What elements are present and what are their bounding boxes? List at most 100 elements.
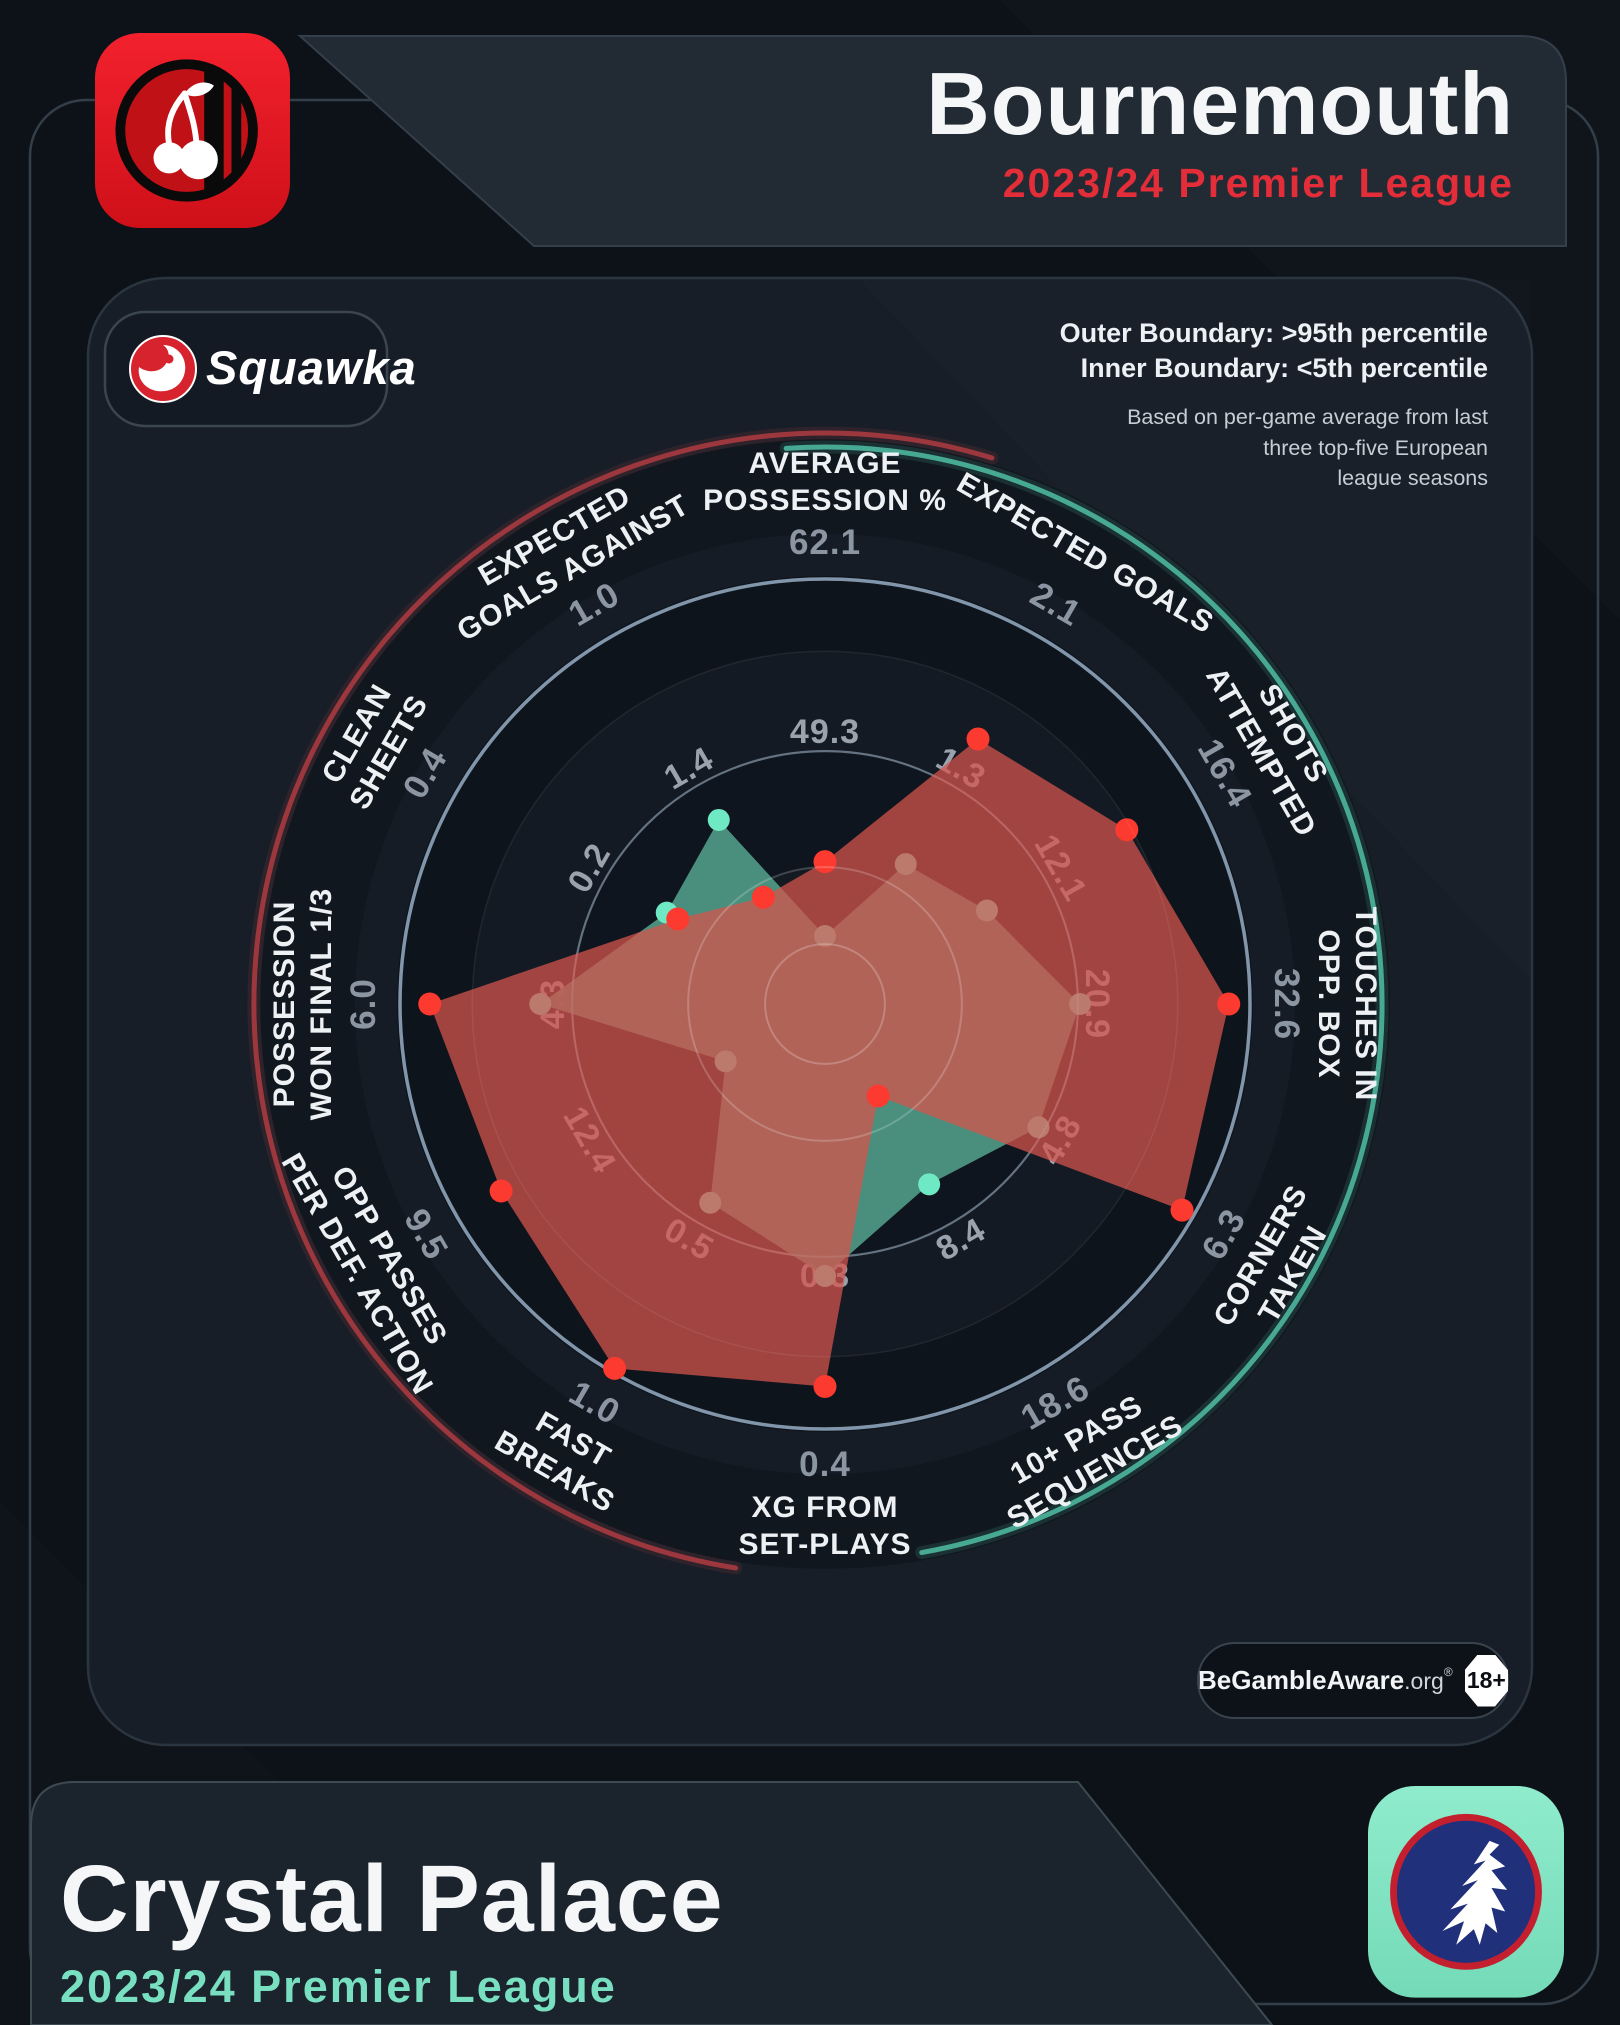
- axis-name-label: 10+ PASSSEQUENCES: [983, 1376, 1189, 1535]
- eagle-icon: [1442, 1840, 1508, 1945]
- age-18-badge: 18+: [1464, 1654, 1508, 1707]
- radar-band: [260, 439, 1390, 1569]
- red-team-arc: [251, 430, 995, 1571]
- axis-name-label: CLEANSHEETS: [311, 671, 435, 815]
- inner-value-label: 4.8: [1032, 1109, 1090, 1172]
- outer-value-label: 6.3: [1194, 1202, 1254, 1266]
- bournemouth-dot: [1217, 993, 1240, 1015]
- outer-value-label: 1.0: [562, 574, 626, 634]
- bournemouth-dot: [490, 1180, 513, 1202]
- radar-band: [472, 651, 1178, 1357]
- axis-name-label: XG FROM SET-PLAYS: [739, 1491, 912, 1561]
- grid-circle: [571, 750, 1079, 1258]
- bournemouth-dot-top: [813, 850, 837, 874]
- inner-value-label: 8.4: [930, 1211, 993, 1269]
- inner-value-label: 1.4: [658, 739, 721, 797]
- basis-note: Based on per-game average from last thre…: [1127, 405, 1488, 491]
- bournemouth-dot: [752, 886, 775, 909]
- axis-name-label: EXPECTEDGOALS AGAINST: [433, 456, 695, 648]
- outer-boundary-note: Outer Boundary: >95th percentile: [1059, 318, 1488, 348]
- axis-name-label: FASTBREAKS: [489, 1392, 639, 1519]
- crystal-palace-dot: [699, 1191, 722, 1214]
- bournemouth-dot: [1171, 1199, 1194, 1222]
- bournemouth-dot: [666, 908, 689, 930]
- inner-boundary-note: Inner Boundary: <5th percentile: [1080, 352, 1488, 383]
- bournemouth-dot-top: [751, 885, 775, 909]
- bournemouth-dot: [967, 727, 989, 750]
- team-a-season: 2023/24 Premier League: [1002, 160, 1514, 207]
- radar-band: [765, 944, 885, 1064]
- grid-circle: [687, 866, 963, 1142]
- crystal-palace-dot: [918, 1173, 941, 1196]
- outer-value-label: 6.0: [344, 978, 383, 1030]
- bournemouth-dot-top: [489, 1179, 513, 1203]
- axis-name-label: SHOTSATTEMPTED: [1199, 643, 1355, 843]
- inner-value-label: 49.3: [790, 713, 860, 751]
- outer-value-label: 62.1: [789, 523, 861, 562]
- bournemouth-dot-top: [666, 907, 690, 931]
- bournemouth-dot: [867, 1085, 890, 1108]
- axis-name-label: AVERAGE POSSESSION %: [703, 447, 947, 517]
- radar-band: [354, 533, 1296, 1475]
- crystal-palace-dot: [714, 1050, 737, 1073]
- bournemouth-club-icon: [95, 33, 290, 228]
- bournemouth-dot: [814, 1375, 836, 1398]
- team-a-title: Bournemouth: [926, 54, 1514, 153]
- crystal-palace-dot: [975, 899, 998, 922]
- inner-value-label: 12.4: [555, 1100, 623, 1180]
- outer-boundary-ring: [398, 577, 1252, 1431]
- squawka-wordmark: Squawka: [206, 341, 417, 394]
- grid-circle: [471, 650, 1179, 1358]
- bournemouth-dot-top: [1217, 992, 1241, 1016]
- boundary-notes: Outer Boundary: >95th percentile Inner B…: [1060, 316, 1488, 494]
- inner-value-label: 0.3: [800, 1257, 850, 1295]
- outer-value-label: 18.6: [1014, 1368, 1096, 1438]
- axis-name-label: POSSESSION WON FINAL 1/3: [268, 888, 338, 1120]
- outer-value-label: 0.4: [799, 1445, 851, 1484]
- crystal-palace-dot: [707, 808, 730, 831]
- outer-value-label: 1.0: [563, 1373, 627, 1433]
- inner-value-label: 1.3: [930, 739, 993, 797]
- bournemouth-dot-top: [1170, 1198, 1194, 1222]
- bournemouth-dot-top: [866, 1084, 890, 1108]
- bournemouth-dot-top: [813, 1375, 837, 1398]
- header: Bournemouth 2023/24 Premier League: [926, 54, 1514, 207]
- radar-band: [397, 576, 1253, 1432]
- percentile-radar-chart: 49.3 1.3 12.1 20.9 4.8 8.4 0.3 0.5 12.4 4.3 0.2 1.4…: [247, 426, 1390, 1575]
- team-b-title: Crystal Palace: [60, 1846, 724, 1952]
- radar-card: [86, 276, 1534, 1747]
- crystal-palace-dot: [1069, 993, 1091, 1015]
- inner-value-label: 0.5: [658, 1211, 721, 1269]
- teal-team-arc: [783, 444, 1385, 1556]
- outer-value-label: 32.6: [1267, 968, 1306, 1040]
- bournemouth-dot: [1115, 818, 1138, 841]
- crystal-palace-dot: [1027, 1116, 1050, 1139]
- axis-name-label: TOUCHES INOPP. BOX: [1312, 907, 1382, 1101]
- inner-value-label: 12.1: [1027, 828, 1095, 908]
- grid-circle: [764, 943, 886, 1065]
- begambleaware: BeGambleAware.org® 18+: [1198, 1643, 1508, 1718]
- outer-value-label: 2.1: [1024, 574, 1088, 634]
- outer-value-label: 9.5: [396, 1202, 456, 1266]
- crystal-palace-polygon: [540, 819, 1080, 1276]
- bournemouth-dot: [603, 1357, 626, 1380]
- crystal-palace-dot: [894, 853, 917, 876]
- crystal-palace-dot: [814, 925, 836, 947]
- bournemouth-dot: [418, 993, 441, 1015]
- axis-name-label: CORNERSTAKEN: [1207, 1179, 1346, 1350]
- bournemouth-dot: [814, 850, 836, 873]
- bournemouth-dot-top: [966, 727, 990, 751]
- crystal-palace-dot: [529, 993, 552, 1015]
- squawka-logo-icon: [129, 335, 197, 403]
- inner-value-label: 20.9: [1078, 969, 1116, 1039]
- outer-value-label: 16.4: [1190, 732, 1260, 814]
- radar-band: [572, 751, 1078, 1257]
- bournemouth-dot-top: [1115, 818, 1139, 842]
- outer-value-label: 0.4: [395, 741, 455, 805]
- inner-value-label: 0.2: [560, 837, 618, 900]
- radar-band: [688, 867, 962, 1141]
- axis-name-label: OPP PASSESPER DEF. ACTION: [275, 1130, 472, 1401]
- begambleaware-label: BeGambleAware.org®: [1198, 1665, 1453, 1695]
- teal-team-arc-glow: [779, 440, 1389, 1560]
- bournemouth-dot-top: [603, 1356, 627, 1380]
